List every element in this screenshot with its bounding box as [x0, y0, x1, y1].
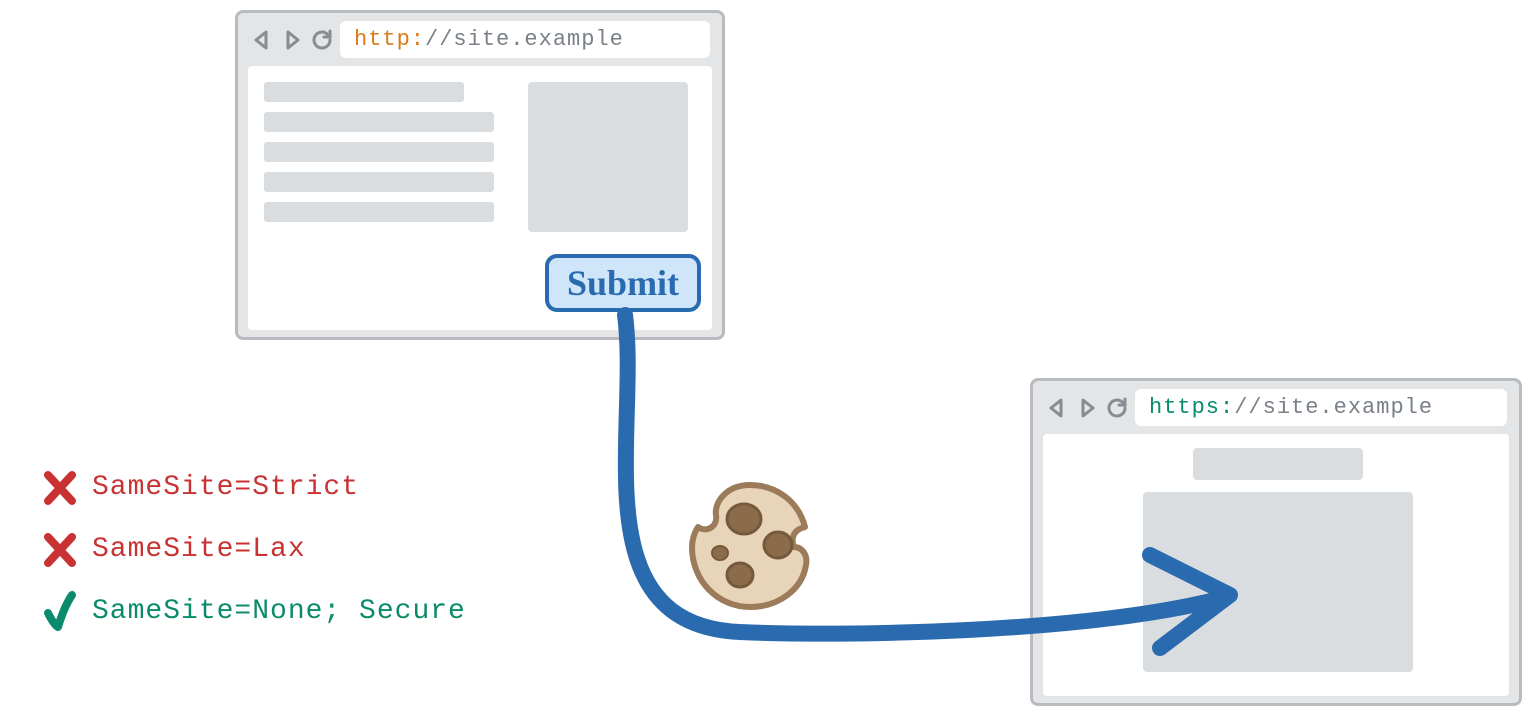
placeholder-line [264, 172, 494, 192]
reject-icon [42, 527, 78, 571]
rule-label: SameSite=Strict [92, 472, 359, 503]
forward-icon [1075, 396, 1099, 420]
rule-label: SameSite=Lax [92, 534, 306, 565]
url-rest: //site.example [425, 27, 624, 52]
back-icon [250, 28, 274, 52]
placeholder-header [1193, 448, 1363, 480]
browser1-toolbar: http://site.example [238, 13, 722, 66]
destination-browser: https://site.example [1030, 378, 1522, 706]
reload-icon [1105, 396, 1129, 420]
browser2-content [1043, 434, 1509, 696]
placeholder-line [264, 82, 464, 102]
rule-strict: SameSite=Strict [42, 465, 466, 509]
cookie-icon [680, 475, 820, 615]
placeholder-line [264, 142, 494, 162]
placeholder-body [1143, 492, 1413, 672]
placeholder-line [264, 112, 494, 132]
url-bar-http: http://site.example [340, 21, 710, 58]
submit-button[interactable]: Submit [545, 254, 701, 312]
placeholder-line [264, 202, 494, 222]
accept-icon [42, 589, 78, 633]
url-rest: //site.example [1234, 395, 1433, 420]
placeholder-image [528, 82, 688, 232]
browser2-toolbar: https://site.example [1033, 381, 1519, 434]
url-scheme: http: [354, 27, 425, 52]
back-icon [1045, 396, 1069, 420]
samesite-rules-list: SameSite=Strict SameSite=Lax SameSite=No… [42, 465, 466, 651]
rule-label: SameSite=None; Secure [92, 596, 466, 627]
url-bar-https: https://site.example [1135, 389, 1507, 426]
reload-icon [310, 28, 334, 52]
reject-icon [42, 465, 78, 509]
url-scheme: https: [1149, 395, 1234, 420]
rule-lax: SameSite=Lax [42, 527, 466, 571]
rule-none-secure: SameSite=None; Secure [42, 589, 466, 633]
forward-icon [280, 28, 304, 52]
